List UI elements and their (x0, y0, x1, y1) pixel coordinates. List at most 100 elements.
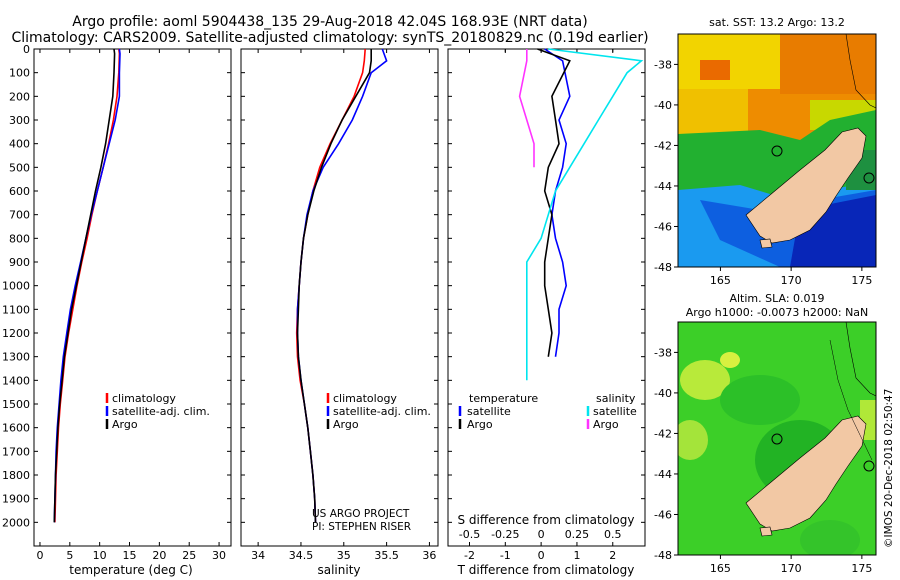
north-island-coast (845, 34, 876, 109)
x-tick-label: 0 (36, 549, 43, 562)
s-x-tick-label: -0.5 (459, 528, 480, 541)
temperature-xlabel: temperature (deg C) (69, 563, 192, 577)
sla-map-frame (677, 321, 877, 556)
y-tick-label: 200 (9, 90, 30, 103)
y-tick-label: 1900 (2, 493, 30, 506)
secondary-position-marker (863, 460, 875, 472)
x-tick-label: 2 (609, 549, 616, 562)
salinity-xlabel: salinity (317, 563, 360, 577)
series-satellite-adj-clim- (53, 48, 121, 523)
difference-panel (447, 48, 646, 547)
x-tick-label: 1 (573, 549, 580, 562)
y-tick-label: 1500 (2, 398, 30, 411)
temperature-legend: climatology satellite-adj. clim. Argo (105, 392, 210, 431)
title-line-1: Argo profile: aoml 5904438_135 29-Aug-20… (72, 14, 587, 30)
north-island-coast (845, 322, 876, 397)
y-tick-label: 2000 (2, 516, 30, 529)
lon-tick-label: 175 (851, 274, 872, 287)
series-s-argo (518, 49, 535, 168)
legend-label-s-argo: Argo (593, 418, 619, 431)
x-tick-label: 36 (422, 549, 436, 562)
south-island-landmass (745, 415, 867, 532)
series-argo (296, 49, 373, 523)
s-difference-xlabel: S difference from climatology (458, 513, 635, 527)
lon-tick-label: 175 (851, 562, 872, 575)
y-tick-label: 1100 (2, 303, 30, 316)
series-climatology (295, 48, 366, 523)
lat-tick-label: -40 (654, 99, 672, 112)
y-tick-label: 0 (23, 43, 30, 56)
y-tick-label: 300 (9, 114, 30, 127)
lat-tick-label: -38 (654, 346, 672, 359)
lat-tick-label: -46 (654, 508, 672, 521)
difference-legend: temperature salinity satellite Argo sate… (458, 392, 637, 431)
legend-label-satellite: satellite-adj. clim. (333, 405, 431, 418)
stewart-island-landmass (759, 526, 773, 537)
south-island-landmass (745, 127, 867, 244)
sla-map-title: Altim. SLA: 0.019 (729, 292, 824, 305)
y-tick-label: 1400 (2, 374, 30, 387)
s-x-tick-label: 0.5 (604, 528, 622, 541)
legend-label-argo: Argo (333, 418, 359, 431)
legend-label-argo: Argo (112, 418, 138, 431)
argo-position-marker (771, 145, 783, 157)
lat-tick-label: -38 (654, 58, 672, 71)
x-tick-label: -2 (464, 549, 475, 562)
legend-header-salinity: salinity (596, 392, 636, 405)
series-t-satellite (544, 48, 571, 357)
y-tick-label: 500 (9, 161, 30, 174)
lon-tick-label: 170 (781, 562, 802, 575)
x-tick-label: 35 (337, 549, 351, 562)
y-tick-label: 1300 (2, 351, 30, 364)
lon-tick-label: 165 (710, 274, 731, 287)
x-tick-label: 0 (538, 549, 545, 562)
x-tick-label: 30 (212, 549, 226, 562)
secondary-position-marker (863, 172, 875, 184)
pi-label: PI: STEPHEN RISER (312, 521, 411, 533)
legend-header-temperature: temperature (469, 392, 538, 405)
sst-map-frame (677, 33, 877, 268)
x-tick-label: 5 (66, 549, 73, 562)
y-tick-label: 800 (9, 232, 30, 245)
stewart-island-landmass (759, 238, 773, 249)
y-tick-label: 1800 (2, 469, 30, 482)
lat-tick-label: -48 (654, 261, 672, 274)
y-tick-label: 100 (9, 67, 30, 80)
y-tick-label: 1600 (2, 422, 30, 435)
lat-tick-label: -42 (654, 427, 672, 440)
x-tick-label: 34.5 (289, 549, 314, 562)
lat-tick-label: -46 (654, 220, 672, 233)
project-label: US ARGO PROJECT (312, 508, 410, 520)
lon-tick-label: 165 (710, 562, 731, 575)
legend-label-climatology: climatology (112, 392, 176, 405)
lat-tick-label: -48 (654, 549, 672, 562)
y-tick-label: 400 (9, 138, 30, 151)
lat-tick-label: -44 (654, 468, 672, 481)
legend-label-climatology: climatology (333, 392, 397, 405)
lat-tick-label: -44 (654, 180, 672, 193)
y-tick-label: 1700 (2, 445, 30, 458)
y-tick-label: 1200 (2, 327, 30, 340)
title-line-2: Climatology: CARS2009. Satellite-adjuste… (11, 30, 648, 46)
timestamp: ©IMOS 20-Dec-2018 02:50:47 (883, 389, 895, 548)
lat-tick-label: -40 (654, 387, 672, 400)
x-tick-label: 35.5 (374, 549, 399, 562)
lon-tick-label: 170 (781, 274, 802, 287)
sst-map-title: sat. SST: 13.2 Argo: 13.2 (709, 16, 845, 29)
y-tick-label: 1000 (2, 280, 30, 293)
y-tick-label: 900 (9, 256, 30, 269)
bathymetry-contour (829, 339, 873, 461)
y-tick-label: 600 (9, 185, 30, 198)
y-tick-label: 700 (9, 209, 30, 222)
salinity-legend: climatology satellite-adj. clim. Argo US… (312, 392, 431, 533)
x-tick-label: 20 (152, 549, 166, 562)
legend-label-s-satellite: satellite (593, 405, 637, 418)
t-difference-xlabel: T difference from climatology (457, 563, 635, 577)
lat-tick-label: -42 (654, 139, 672, 152)
s-x-tick-label: 0.25 (565, 528, 590, 541)
x-tick-label: 15 (123, 549, 137, 562)
legend-label-t-argo: Argo (467, 418, 493, 431)
series-s-satellite (525, 48, 644, 381)
sla-map (678, 322, 876, 555)
